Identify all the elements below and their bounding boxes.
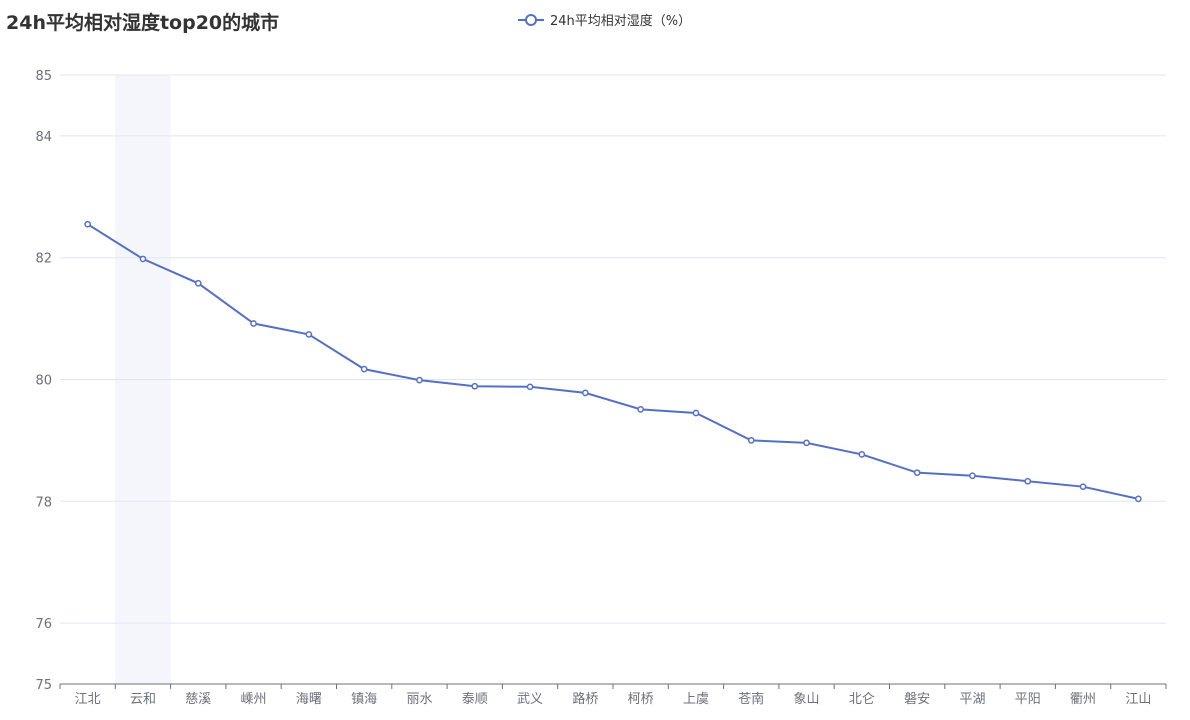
y-tick-label: 78 [35, 495, 52, 510]
y-tick-label: 76 [35, 617, 52, 632]
legend-line-icon [518, 13, 544, 26]
series-line [87, 223, 1139, 500]
data-point [194, 279, 202, 287]
data-point [913, 469, 921, 477]
x-tick-label: 嵊州 [241, 692, 267, 707]
data-point [84, 220, 92, 228]
x-tick-label: 衢州 [1070, 692, 1096, 707]
x-tick-label: 海曙 [296, 692, 322, 707]
x-tick-label: 磐安 [904, 692, 930, 707]
x-tick-label: 镇海 [351, 692, 377, 707]
x-tick-label: 柯桥 [628, 692, 654, 707]
data-point [1135, 495, 1142, 503]
chart-title: 24h平均相对湿度top20的城市 [6, 12, 280, 34]
data-point [1079, 483, 1087, 491]
data-point [471, 382, 479, 390]
x-tick-label: 武义 [517, 692, 543, 707]
x-tick-label: 象山 [794, 692, 820, 707]
x-tick-label: 平阳 [1015, 692, 1041, 707]
x-tick-label: 江北 [75, 692, 101, 707]
data-point [1024, 477, 1032, 485]
data-point [803, 439, 810, 447]
data-point [526, 383, 534, 391]
x-tick-label: 云和 [130, 692, 156, 707]
x-tick-label: 上虞 [683, 692, 709, 707]
legend-label: 24h平均相对湿度（%） [550, 14, 692, 29]
data-point [139, 255, 147, 263]
data-point [637, 405, 645, 413]
data-point [692, 409, 700, 417]
data-point [305, 331, 313, 338]
x-tick-label: 江山 [1125, 692, 1151, 707]
x-tick-label: 慈溪 [185, 692, 211, 707]
data-point [858, 451, 866, 458]
y-tick-label: 85 [35, 69, 52, 84]
x-tick-label: 北仑 [849, 692, 875, 707]
x-tick-label: 平湖 [959, 692, 985, 707]
x-tick-label: 苍南 [738, 691, 764, 707]
data-point [969, 472, 976, 480]
data-point [360, 365, 368, 373]
x-tick-label: 泰顺 [462, 692, 488, 707]
data-point [747, 437, 755, 444]
x-tick-label: 路桥 [572, 691, 598, 707]
data-point [416, 376, 423, 384]
y-tick-label: 75 [35, 678, 52, 693]
data-point [582, 389, 589, 397]
y-tick-label: 82 [35, 252, 52, 267]
y-tick-label: 80 [35, 374, 52, 389]
y-tick-label: 84 [35, 130, 52, 145]
data-point [250, 320, 257, 327]
x-tick-label: 丽水 [406, 692, 432, 707]
legend[interactable]: 24h平均相对湿度（%） [518, 10, 691, 29]
